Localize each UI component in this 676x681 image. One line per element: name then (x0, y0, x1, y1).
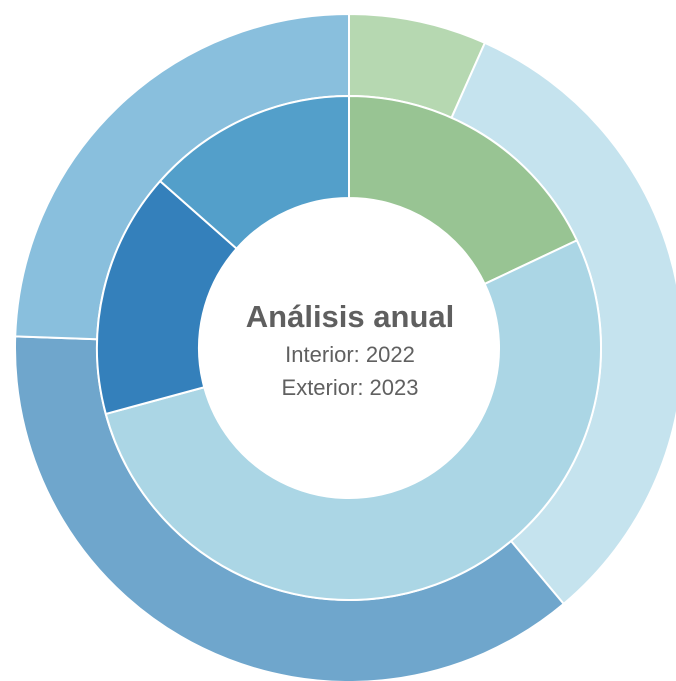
chart-title: Análisis anual (245, 299, 455, 334)
inner-ring-label: Interior: 2022 (285, 342, 415, 367)
inner-slice-1 (348, 95, 578, 285)
inner-slice-2 (104, 239, 602, 602)
inner-ring-2022 (96, 95, 602, 602)
outer-ring-label: Exterior: 2023 (281, 375, 419, 400)
inner-slice-4 (159, 95, 350, 250)
